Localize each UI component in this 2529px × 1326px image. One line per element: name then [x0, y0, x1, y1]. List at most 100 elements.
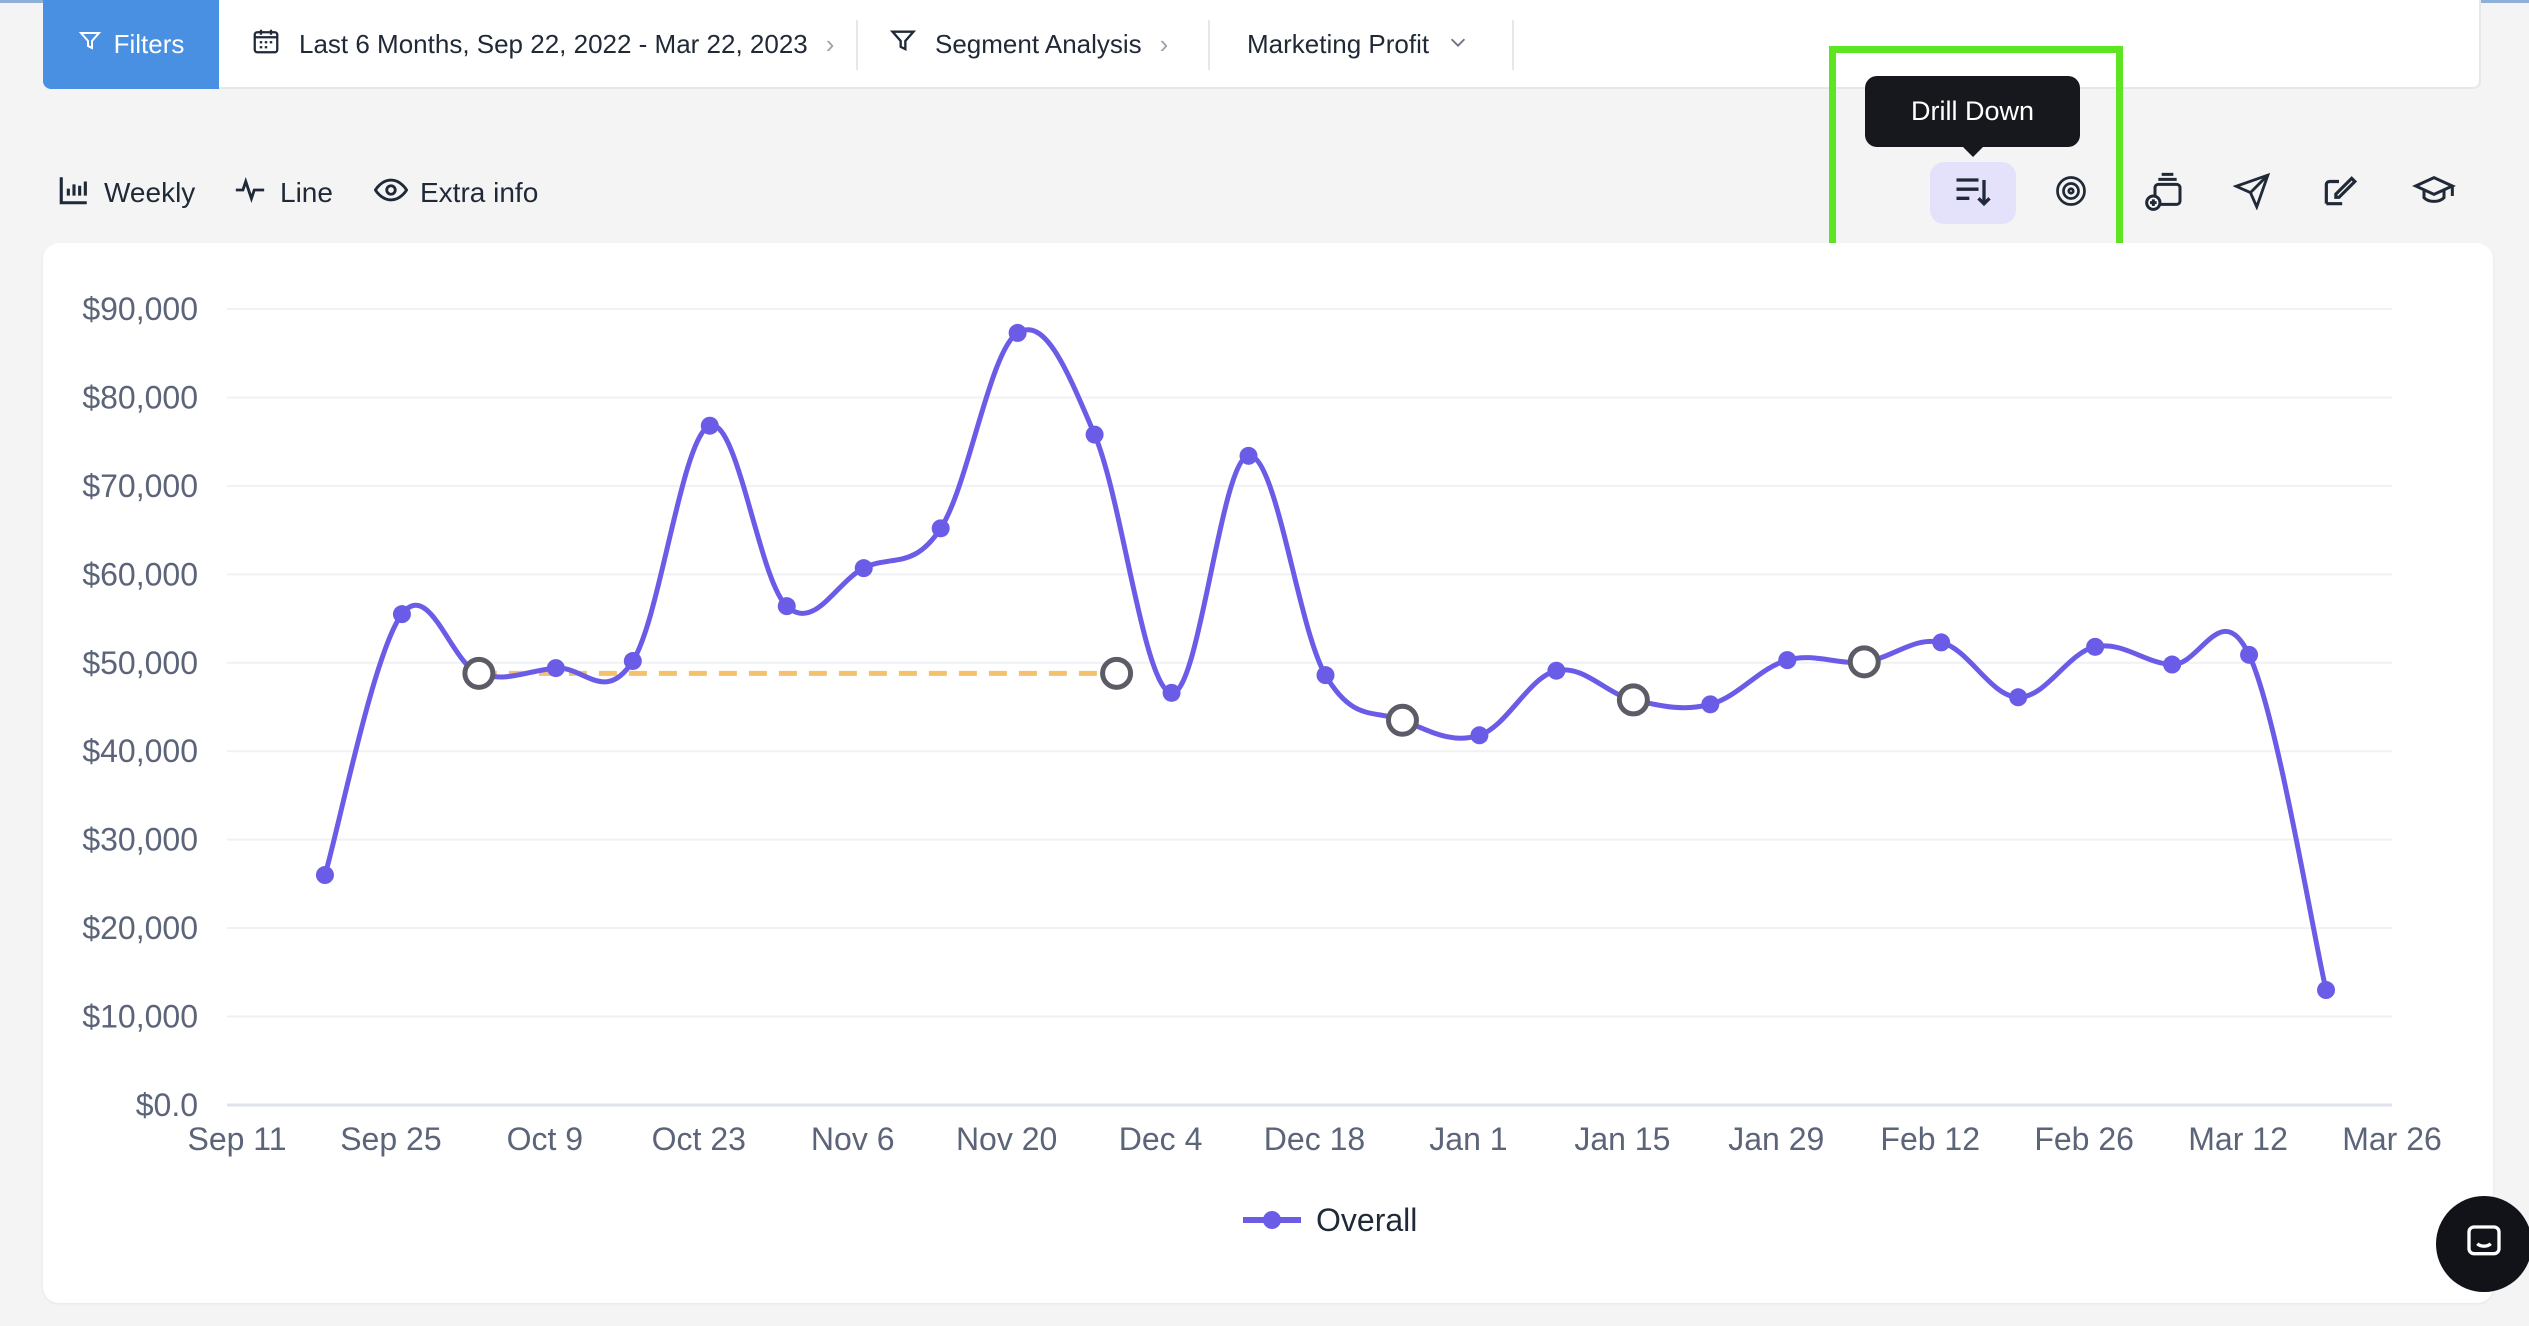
extra-info-label: Extra info [420, 177, 539, 208]
x-tick-label: Sep 25 [340, 1121, 441, 1157]
x-tick-label: Oct 23 [652, 1121, 746, 1157]
x-tick-label: Nov 6 [811, 1121, 895, 1157]
y-tick-label: $10,000 [82, 999, 198, 1035]
calendar-icon [251, 26, 281, 63]
stack-add-icon [2145, 171, 2185, 216]
x-tick-label: Feb 12 [1880, 1121, 1980, 1157]
filters-label: Filters [113, 29, 185, 59]
x-tick-label: Jan 1 [1429, 1121, 1507, 1157]
send-icon [2232, 172, 2271, 215]
chat-icon [2462, 1222, 2506, 1267]
divider [1512, 20, 1514, 70]
sort-down-icon [1951, 169, 1995, 218]
x-tick-label: Jan 15 [1574, 1121, 1670, 1157]
tooltip-label: Drill Down [1910, 96, 2035, 126]
target-icon [2053, 173, 2089, 214]
x-tick-label: Mar 12 [2188, 1121, 2288, 1157]
filter-bar: Filters Last 6 Months, Sep 22, 2022 - Ma… [43, 0, 2481, 89]
data-point [1778, 651, 1797, 670]
data-point [1008, 323, 1027, 342]
chevron-right-icon: › [1159, 29, 1169, 59]
annotation-marker [462, 656, 496, 690]
x-tick-label: Mar 26 [2342, 1121, 2442, 1157]
chevron-right-icon: › [825, 29, 835, 59]
x-tick-label: Dec 18 [1264, 1121, 1365, 1157]
x-tick-label: Oct 9 [507, 1121, 583, 1157]
annotation-marker [1385, 703, 1419, 737]
divider [856, 20, 858, 70]
drill-down-tooltip: Drill Down [1865, 76, 2080, 157]
x-tick-label: Sep 11 [187, 1121, 286, 1157]
funnel-icon [889, 27, 917, 62]
data-point [315, 866, 334, 885]
series-line-overall [322, 327, 2329, 991]
data-point [1547, 661, 1566, 680]
data-point [2086, 637, 2105, 656]
edit-button[interactable] [2296, 162, 2382, 224]
granularity-selector[interactable]: Weekly [56, 168, 195, 218]
x-tick-label: Nov 20 [956, 1121, 1057, 1157]
filters-button[interactable]: Filters [43, 0, 219, 89]
x-tick-label: Jan 29 [1728, 1121, 1824, 1157]
annotation-marker [1847, 645, 1881, 679]
y-tick-label: $70,000 [82, 468, 198, 504]
y-tick-label: $50,000 [82, 645, 198, 681]
share-button[interactable] [2209, 162, 2295, 224]
data-point [546, 659, 565, 678]
add-to-dashboard-button[interactable] [2122, 162, 2208, 224]
date-range-selector[interactable]: Last 6 Months, Sep 22, 2022 - Mar 22, 20… [251, 0, 834, 89]
data-point [1470, 726, 1489, 745]
data-point [2240, 645, 2259, 664]
divider [1208, 20, 1210, 70]
learn-button[interactable] [2391, 162, 2477, 224]
graduation-cap-icon [2412, 171, 2456, 216]
data-point [1162, 683, 1181, 702]
data-point [1932, 633, 1951, 652]
y-tick-label: $40,000 [82, 733, 198, 769]
y-tick-label: $80,000 [82, 379, 198, 415]
metric-label: Marketing Profit [1247, 29, 1430, 59]
y-tick-label: $90,000 [82, 291, 198, 327]
annotation-marker [1616, 683, 1650, 717]
filter-icon [78, 29, 102, 60]
eye-icon [373, 173, 409, 214]
data-point [623, 652, 642, 671]
y-tick-label: $0.0 [136, 1087, 198, 1123]
y-tick-label: $20,000 [82, 910, 198, 946]
date-range-label: Last 6 Months, Sep 22, 2022 - Mar 22, 20… [299, 29, 808, 59]
data-point [777, 597, 796, 616]
data-point [1701, 695, 1720, 714]
extra-info-toggle[interactable]: Extra info [373, 168, 539, 218]
chat-button[interactable] [2436, 1196, 2529, 1292]
pulse-icon [232, 173, 268, 214]
target-button[interactable] [2028, 162, 2114, 224]
annotation-marker [1100, 656, 1134, 690]
chart-type-selector[interactable]: Line [232, 168, 333, 218]
data-point [854, 559, 873, 578]
y-tick-label: $60,000 [82, 556, 198, 592]
legend-marker [1263, 1211, 1281, 1229]
data-point [931, 519, 950, 538]
segment-selector[interactable]: Segment Analysis › [889, 0, 1168, 89]
data-point [2009, 688, 2028, 707]
data-point [392, 605, 411, 624]
legend-label: Overall [1316, 1202, 1417, 1238]
chart-card: $0.0 $10,000 $20,000 $30,000 $40,000 $50,000 $… [43, 243, 2493, 1303]
granularity-label: Weekly [104, 177, 196, 208]
edit-icon [2320, 172, 2358, 215]
x-tick-label: Dec 4 [1119, 1121, 1203, 1157]
metric-selector[interactable]: Marketing Profit [1247, 0, 1469, 89]
y-tick-label: $30,000 [82, 822, 198, 858]
drill-down-button[interactable] [1930, 162, 2016, 224]
data-point [1316, 666, 1335, 685]
data-point [1085, 425, 1104, 444]
data-point [2163, 655, 2182, 674]
data-point [700, 416, 719, 435]
x-tick-label: Feb 26 [2034, 1121, 2134, 1157]
chevron-down-icon [1447, 29, 1469, 60]
bar-chart-icon [56, 173, 92, 214]
data-point [2317, 981, 2336, 1000]
chart-type-label: Line [280, 177, 333, 208]
line-chart: $0.0 $10,000 $20,000 $30,000 $40,000 $50,000 $… [82, 291, 2442, 1238]
segment-label: Segment Analysis [935, 29, 1142, 59]
